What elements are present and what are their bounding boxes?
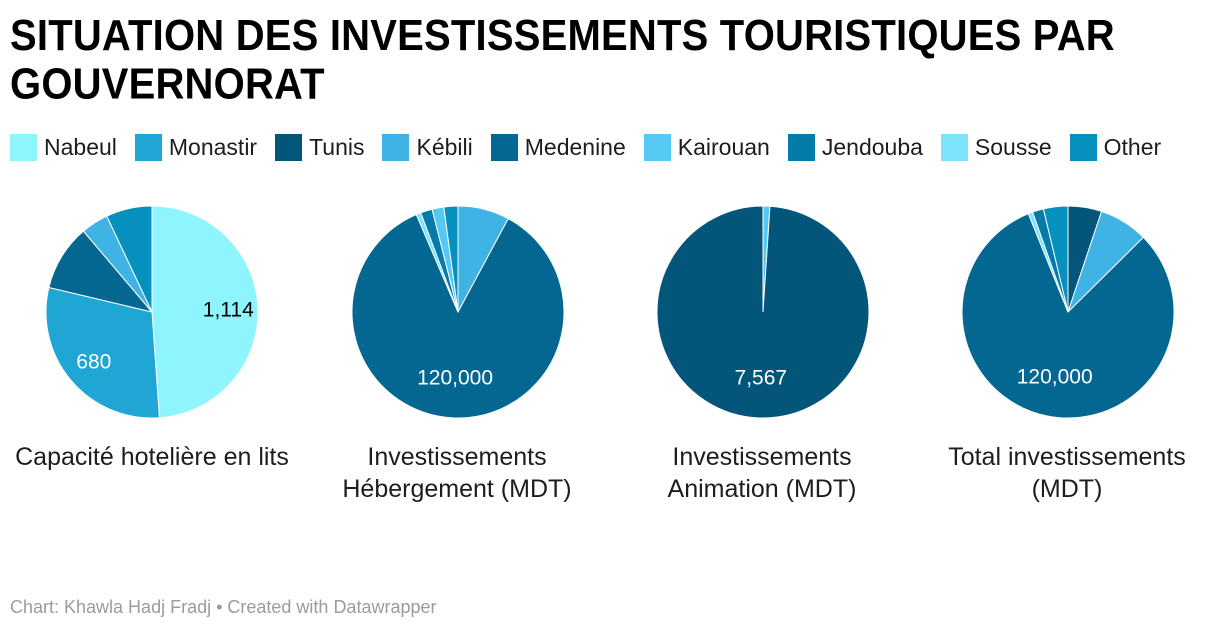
pie-slice-monastir (45, 286, 160, 419)
legend-item-jendouba: Jendouba (787, 133, 923, 161)
legend-item-kairouan: Kairouan (643, 133, 770, 161)
slice-value-label: 1,114 (203, 298, 254, 321)
legend-swatch (10, 133, 37, 161)
legend-swatch (940, 133, 968, 161)
legend-label: Nabeul (44, 133, 117, 160)
pie-slice-nabeul (151, 205, 259, 419)
legend-item-medenine: Medenine (490, 133, 626, 161)
legend-item-tunis: Tunis (275, 133, 365, 161)
legend-label: Jendouba (821, 133, 923, 160)
footer-credit: Chart: Khawla Hadj Fradj • Created with … (10, 597, 437, 617)
slice-value-label: 680 (76, 350, 111, 373)
legend-swatch (382, 133, 410, 161)
legend-swatch (643, 133, 671, 161)
pie-slice-other (443, 205, 459, 313)
legend-label: Monastir (168, 133, 258, 160)
legend-swatch (787, 133, 815, 161)
pie-chart-2: 7,567 (656, 205, 870, 419)
legend-item-other: Other (1069, 133, 1162, 161)
pie-title-hebergement: Investissements Hébergement (MDT) (342, 443, 572, 503)
legend-item-nabeul: Nabeul (10, 133, 117, 161)
legend-swatch (490, 133, 518, 161)
pie-title-total: Total investissements (MDT) (948, 443, 1186, 503)
legend-label: Medenine (524, 133, 626, 160)
pie-chart-3: 120,000 (961, 205, 1175, 419)
pie-slice-medenine (961, 213, 1175, 419)
pie-chart-0: 1,114 680 (45, 205, 259, 419)
legend-label: Kébili (416, 133, 473, 160)
legend-item-sousse: Sousse (940, 133, 1052, 161)
pie-slice-medenine (351, 213, 565, 419)
pie-slice-tunis (656, 205, 870, 419)
pie-title-capacite: Capacité hotelière en lits (15, 443, 289, 471)
legend: Nabeul Monastir Tunis Kébili Medenine Ka… (10, 132, 1161, 162)
pie-slice-other (106, 205, 153, 313)
chart-title: SITUATION DES INVESTISSEMENTS TOURISTIQU… (10, 12, 1115, 109)
legend-label: Other (1103, 133, 1162, 160)
legend-item-monastir: Monastir (134, 133, 258, 161)
legend-label: Sousse (974, 133, 1052, 160)
legend-swatch (134, 133, 162, 161)
legend-label: Tunis (309, 133, 365, 160)
legend-swatch (1069, 133, 1097, 161)
pie-slice-other (1042, 205, 1069, 313)
legend-item-kebili: Kébili (382, 133, 473, 161)
slice-value-label: 120,000 (417, 367, 493, 390)
pie-title-animation: Investissements Animation (MDT) (667, 443, 857, 503)
pie-chart-1: 120,000 (351, 205, 565, 419)
legend-label: Kairouan (677, 133, 770, 160)
legend-swatch (275, 133, 303, 161)
slice-value-label: 7,567 (735, 367, 788, 390)
slice-value-label: 120,000 (1017, 365, 1093, 388)
